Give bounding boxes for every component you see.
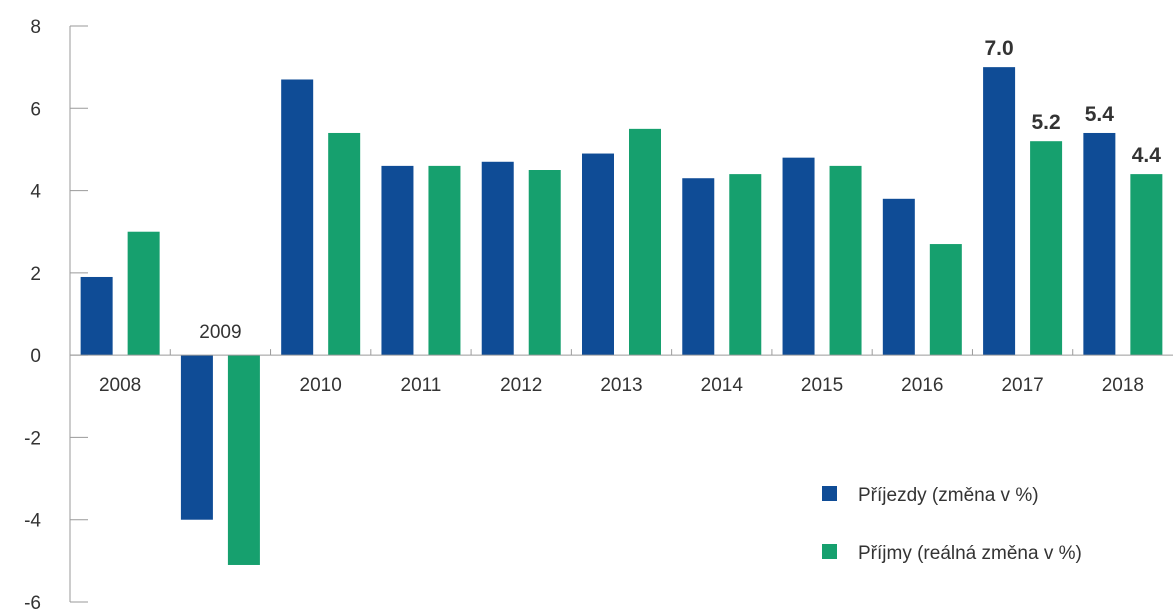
category-label-2014: 2014	[701, 375, 744, 396]
bar-arrivals-2010	[281, 79, 314, 356]
category-label-2011: 2011	[401, 375, 442, 396]
category-label-2008: 2008	[99, 375, 141, 396]
bar-receipts-2010	[328, 132, 361, 356]
x-axis	[70, 349, 1173, 356]
bar-arrivals-2009	[180, 355, 213, 520]
data-label: 5.2	[1031, 111, 1060, 134]
y-tick-label: 0	[30, 346, 41, 367]
bar-arrivals-2015	[782, 157, 815, 356]
category-label-2010: 2010	[300, 375, 342, 396]
y-tick-label: -2	[24, 428, 41, 449]
bar-arrivals-2013	[582, 153, 614, 356]
bar-arrivals-2014	[682, 178, 715, 356]
bar-receipts-2016	[929, 244, 962, 356]
data-labels: 7.0 5.2 5.4 4.4	[984, 37, 1161, 167]
bar-arrivals-2012	[481, 161, 514, 356]
legend-swatch-arrivals	[822, 486, 837, 501]
bar-receipts-2015	[829, 165, 862, 356]
bar-receipts-2014	[729, 174, 762, 356]
bar-arrivals-2008	[80, 276, 113, 356]
category-label-2017: 2017	[1001, 375, 1043, 396]
legend-swatch-receipts	[822, 544, 837, 559]
bar-receipts-2018	[1130, 174, 1163, 356]
y-tick-label: -6	[24, 593, 41, 610]
bar-arrivals-2011	[381, 165, 414, 356]
bar-receipts-2009	[227, 355, 260, 565]
y-tick-label: 4	[30, 182, 41, 203]
y-tick-label: 6	[30, 99, 41, 120]
bar-arrivals-2018	[1083, 132, 1116, 356]
data-label: 4.4	[1132, 144, 1162, 167]
data-label: 7.0	[984, 37, 1013, 60]
y-axis: 8 6 4 2 0 -2 -4 -6	[24, 17, 88, 610]
bars	[80, 67, 1163, 565]
category-label-2018: 2018	[1102, 375, 1144, 396]
bar-receipts-2013	[629, 128, 661, 356]
category-label-2015: 2015	[801, 375, 843, 396]
bar-arrivals-2017	[983, 67, 1016, 356]
category-label-2012: 2012	[500, 375, 542, 396]
y-tick-label: 2	[30, 264, 41, 285]
category-label-2009: 2009	[199, 322, 241, 343]
bar-receipts-2012	[528, 170, 561, 356]
bar-arrivals-2016	[882, 198, 915, 356]
y-tick-label: -4	[24, 511, 41, 532]
category-labels: 2008 2009 2010 2011 2012 2013 2014 2015 2016 2017…	[99, 322, 1144, 396]
legend: Příjezdy (změna v %) Příjmy (reálná změn…	[822, 485, 1082, 564]
bar-receipts-2008	[127, 231, 160, 356]
legend-label-receipts: Příjmy (reálná změna v %)	[858, 543, 1082, 564]
bar-receipts-2011	[428, 165, 461, 356]
category-label-2013: 2013	[600, 375, 642, 396]
y-tick-label: 8	[30, 17, 41, 38]
bar-receipts-2017	[1030, 141, 1063, 356]
legend-label-arrivals: Příjezdy (změna v %)	[858, 485, 1039, 506]
category-label-2016: 2016	[901, 375, 943, 396]
data-label: 5.4	[1085, 103, 1115, 126]
